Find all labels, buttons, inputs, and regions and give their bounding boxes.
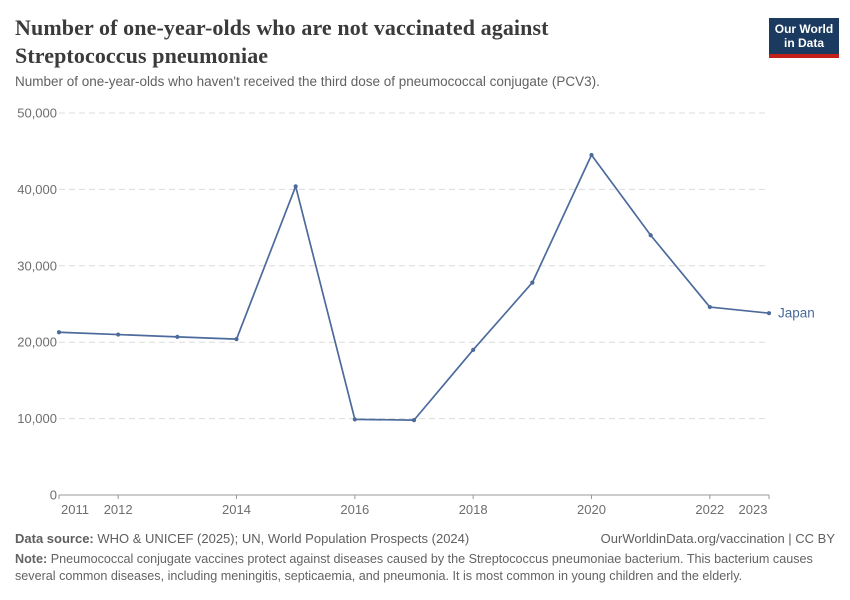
y-axis-tick-label: 20,000 [17, 335, 57, 350]
data-source-line: Data source: WHO & UNICEF (2025); UN, Wo… [15, 530, 469, 548]
owid-logo: Our World in Data [769, 18, 839, 58]
line-chart: 0 10,000 20,000 30,000 40,000 50,000 2011 2012 2… [0, 95, 850, 525]
data-point-marker[interactable] [471, 347, 476, 352]
data-point-marker[interactable] [707, 304, 712, 310]
license-link[interactable]: OurWorldinData.org/vaccination | CC BY [600, 531, 835, 546]
data-point-marker[interactable] [411, 418, 417, 423]
owid-logo-line1: Our World [774, 22, 834, 36]
data-point-marker[interactable] [56, 330, 62, 335]
y-axis-tick-label: 30,000 [17, 258, 57, 273]
data-source-label: Data source: [15, 531, 94, 546]
chart-subtitle: Number of one-year-olds who haven't rece… [15, 74, 600, 89]
data-point-marker[interactable] [648, 233, 653, 238]
x-axis-tick-label: 2014 [222, 502, 251, 517]
x-axis-tick-label: 2016 [340, 502, 369, 517]
x-axis-tick-label: 2011 [61, 502, 89, 517]
data-source-text: WHO & UNICEF (2025); UN, World Populatio… [97, 531, 470, 546]
data-point-marker[interactable] [293, 184, 298, 189]
data-point-marker[interactable] [589, 152, 594, 158]
x-axis-tick-label: 2022 [695, 502, 724, 517]
data-point-marker[interactable] [352, 417, 357, 422]
y-axis-tick-label: 0 [50, 488, 57, 503]
x-axis-tick-label: 2018 [459, 502, 488, 517]
data-point-marker[interactable] [530, 280, 535, 285]
x-axis-tick-label: 2020 [577, 502, 606, 517]
series-line-japan [58, 154, 770, 421]
owid-logo-line2: in Data [783, 36, 824, 51]
x-axis-tick-label: 2012 [104, 502, 133, 517]
note-text: Pneumococcal conjugate vaccines protect … [15, 551, 813, 583]
data-point-marker[interactable] [116, 332, 121, 337]
note-label: Note: [15, 551, 48, 566]
y-axis-tick-label: 40,000 [17, 182, 57, 197]
data-point-marker[interactable] [175, 334, 180, 339]
y-axis-tick-label: 50,000 [17, 106, 57, 121]
chart-svg: 0 10,000 20,000 30,000 40,000 50,000 2011 2012 2… [17, 106, 815, 518]
chart-footer: Data source: WHO & UNICEF (2025); UN, Wo… [15, 530, 835, 585]
y-axis-tick-label: 10,000 [17, 411, 57, 426]
chart-note: Note: Pneumococcal conjugate vaccines pr… [15, 551, 835, 586]
page-title: Number of one-year-olds who are not vacc… [15, 15, 549, 68]
x-axis-tick-label: 2023 [739, 502, 768, 517]
data-point-marker[interactable] [234, 337, 239, 342]
data-point-marker[interactable] [766, 311, 772, 316]
series-end-label[interactable]: Japan [778, 306, 815, 321]
